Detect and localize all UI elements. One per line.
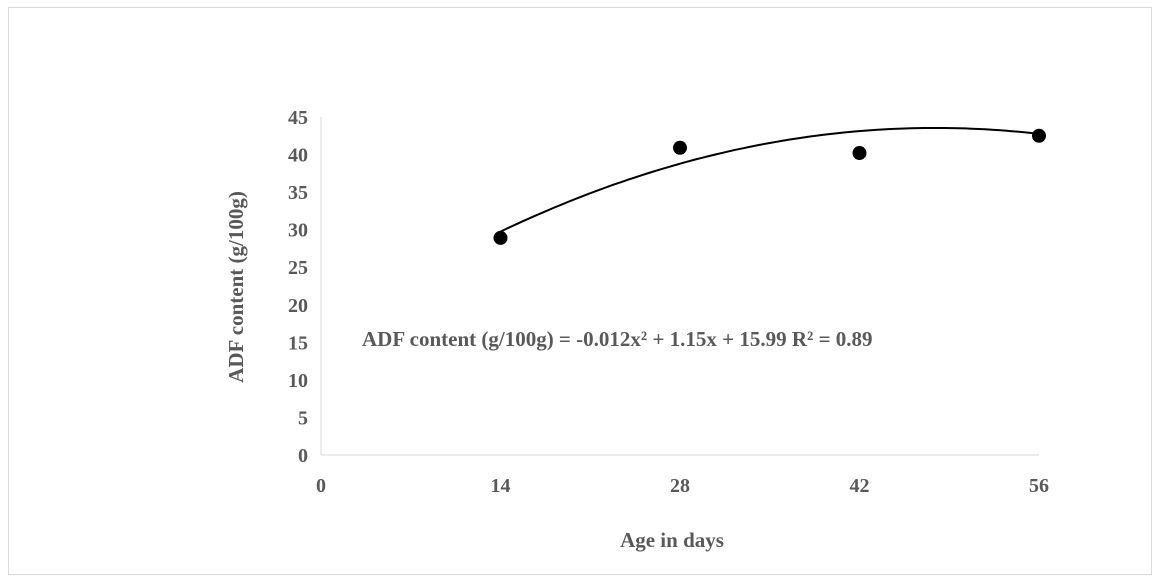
- x-tick-label: 0: [316, 475, 326, 497]
- x-tick-label: 14: [491, 475, 511, 497]
- y-tick-label: 30: [288, 220, 308, 242]
- y-tick-label: 25: [288, 257, 308, 279]
- x-tick-label: 56: [1029, 475, 1049, 497]
- y-tick-label: 20: [288, 295, 308, 317]
- x-tick-label: 28: [670, 475, 690, 497]
- y-axis-title: ADF content (g/100g): [224, 191, 248, 383]
- y-axis: 0 5 10 15 20 25 30 35 40 45: [288, 107, 322, 467]
- x-tick-label: 42: [850, 475, 870, 497]
- data-points: [493, 128, 1046, 245]
- y-tick-label: 15: [288, 332, 308, 354]
- trendline: [500, 127, 1040, 233]
- chart-area: [8, 7, 1152, 575]
- trendline-equation: ADF content (g/100g) = -0.012x² + 1.15x …: [362, 327, 873, 351]
- y-tick-label: 45: [288, 107, 308, 129]
- y-tick-label: 10: [288, 370, 308, 392]
- x-axis: 0 14 28 42 56: [316, 454, 1049, 497]
- data-point: [852, 146, 867, 161]
- data-point: [1032, 128, 1046, 143]
- y-tick-label: 40: [288, 145, 308, 167]
- data-point: [673, 140, 687, 155]
- x-axis-title: Age in days: [620, 528, 724, 552]
- y-tick-label: 0: [298, 445, 308, 467]
- y-tick-label: 35: [288, 182, 308, 204]
- data-point: [493, 230, 508, 245]
- y-tick-label: 5: [298, 407, 308, 429]
